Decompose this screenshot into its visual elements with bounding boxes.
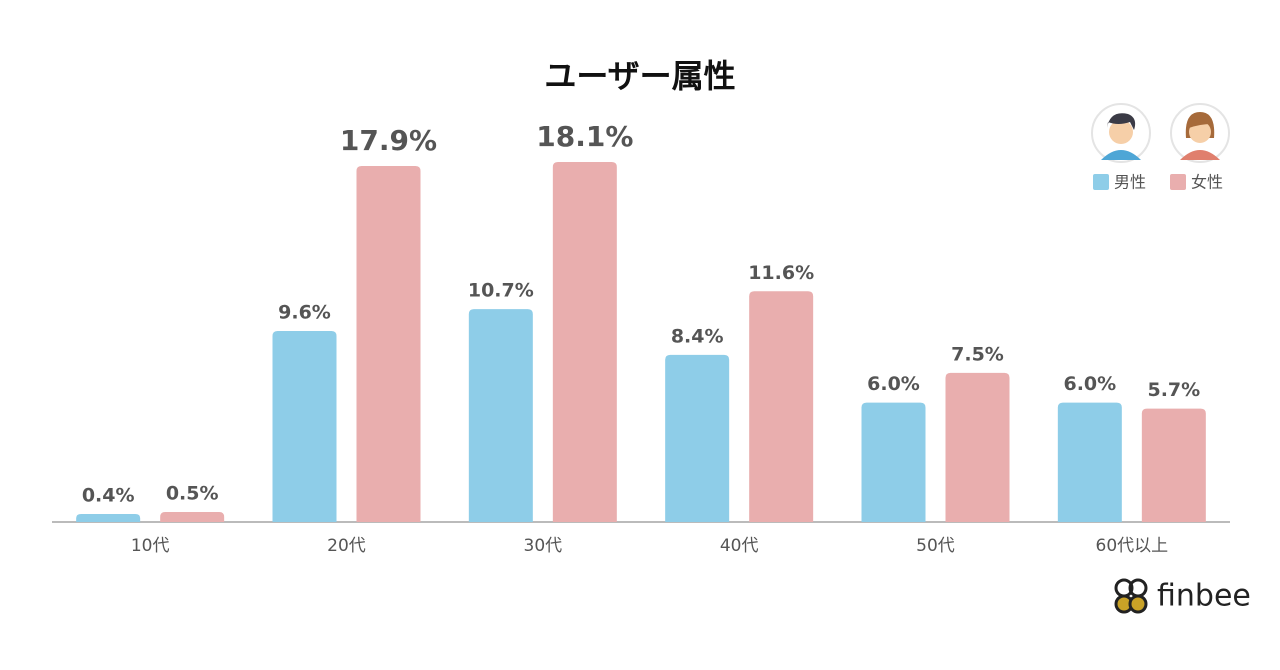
legend-label: 男性 [1114,173,1146,192]
bar [272,331,337,522]
legend-swatch [1170,174,1186,190]
bar [160,512,225,522]
data-label: 0.4% [82,485,135,507]
bar [1141,408,1206,522]
data-label: 10.7% [468,280,534,302]
legend-swatch [1093,174,1109,190]
bar [552,162,617,522]
bar [861,402,926,522]
bar [945,372,1010,522]
legend-label: 女性 [1191,173,1223,192]
x-tick-label: 40代 [720,536,759,556]
data-label: 6.0% [867,373,920,395]
chart-title: ユーザー属性 [544,57,735,95]
bar [468,309,533,522]
data-label: 0.5% [166,483,219,505]
bar [356,165,421,522]
data-label: 9.6% [278,302,331,324]
legend-icons [1091,103,1230,163]
logo-text: finbee [1157,579,1251,614]
logo-mark [1114,578,1148,614]
x-tick-label: 50代 [916,536,955,556]
bar [665,354,730,522]
x-tick-label: 10代 [131,536,170,556]
bar [1057,402,1122,522]
bar [749,291,814,522]
x-tick-label: 60代以上 [1096,536,1169,556]
data-label: 11.6% [748,262,814,284]
data-label: 7.5% [951,343,1004,365]
x-tick-label: 20代 [327,536,366,556]
bar [76,514,141,522]
data-label: 6.0% [1063,373,1116,395]
data-label: 8.4% [671,325,724,347]
data-label: 5.7% [1147,379,1200,401]
data-label: 17.9% [340,124,437,157]
data-label: 18.1% [536,120,633,153]
x-tick-label: 30代 [524,536,563,556]
